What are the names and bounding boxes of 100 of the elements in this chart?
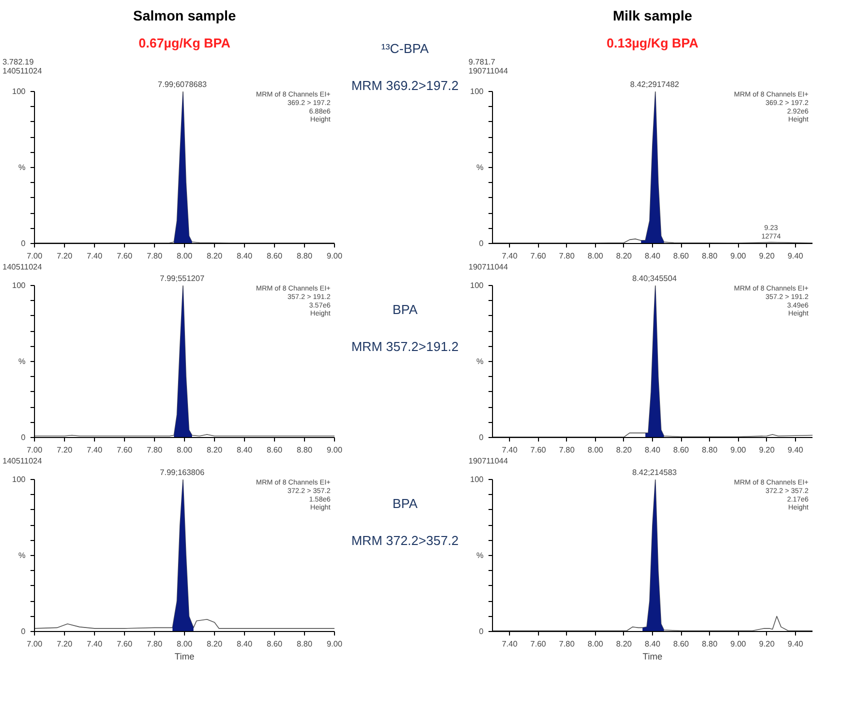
x-tick-label: 7.40 [86,252,103,260]
x-tick-label: 8.80 [296,252,313,260]
x-tick-label: 7.40 [86,640,103,648]
x-tick-label: 8.80 [702,252,718,260]
chart-title: Milk sample [612,8,692,24]
text: 190711044 [468,456,508,466]
y-tick-label: % [476,551,484,560]
x-tick-label: 7.80 [146,252,163,260]
x-tick-label: 8.60 [266,446,283,454]
x-tick-label: 9.40 [788,446,804,454]
x-tick-label: 8.60 [266,640,283,648]
text: MRM 369.2>197.2 [351,78,459,94]
annotation: 7.99;551207 [160,274,205,283]
x-tick-label: 7.20 [56,446,73,454]
text: 9.781.7 190711044 [468,58,508,76]
x-tick-label: 8.00 [588,252,604,260]
y-tick-label: 0 [479,627,484,636]
x-tick-label: 8.00 [588,640,604,648]
x-tick-label: 7.60 [530,252,547,260]
x-tick-label: 9.00 [326,446,343,454]
x-tick-label: 7.40 [502,252,518,260]
text: MRM 357.2>191.2 [351,339,459,354]
x-tick-label: 7.40 [502,640,518,648]
text: 140511024 [2,456,42,466]
x-tick-label: 8.20 [616,252,632,260]
line-series [492,286,812,438]
x-tick-label: 8.80 [296,446,313,454]
x-tick-label: 9.00 [326,640,343,648]
x-tick-label: 8.60 [673,640,690,648]
x-tick-label: 9.00 [326,252,343,260]
x-tick-label: 8.40 [644,252,661,260]
x-tick-label: 7.60 [116,446,133,454]
text: 190711044 [468,262,508,272]
x-tick-label: 7.00 [26,446,43,454]
x-tick-label: 7.80 [559,252,576,260]
y-tick-label: 100 [12,281,26,290]
x-tick-label: 7.80 [559,640,576,648]
annotation: 8.42;2917482 [630,80,680,89]
annotation: 8.40;345504 [632,274,678,283]
x-tick-label: 9.00 [730,252,747,260]
x-tick-label: 7.40 [502,446,518,454]
x-tick-label: 8.20 [206,252,223,260]
text: MRM 372.2>357.2 [351,533,459,548]
y-tick-label: % [18,357,26,366]
x-axis-title: Time [642,652,662,662]
y-tick-label: 0 [21,627,26,636]
x-tick-label: 9.40 [788,252,804,260]
x-tick-label: 8.00 [176,446,193,454]
x-tick-label: 8.80 [296,640,313,648]
x-tick-label: 8.40 [236,446,253,454]
y-tick-label: % [18,163,26,172]
y-tick-label: % [476,357,484,366]
x-tick-label: 7.80 [559,446,576,454]
x-axis-title: Time [174,652,194,662]
line-series [492,92,812,244]
x-tick-label: 8.60 [673,446,690,454]
x-tick-label: 9.00 [730,446,747,454]
y-tick-label: 100 [12,475,26,484]
x-tick-label: 8.40 [236,252,253,260]
y-tick-label: 100 [470,281,484,290]
annotation: 8.42;214583 [632,468,678,477]
x-tick-label: 9.20 [759,252,776,260]
x-tick-label: 8.80 [702,446,718,454]
x-tick-label: 7.20 [56,640,73,648]
x-tick-label: 8.60 [673,252,690,260]
x-tick-label: 8.20 [616,640,632,648]
x-tick-label: 7.60 [116,640,133,648]
x-tick-label: 8.40 [236,640,253,648]
x-tick-label: 8.80 [702,640,718,648]
text: 140511024 [2,262,42,272]
text: BPA [392,496,418,511]
text: 3.782.19 140511024 [2,58,42,76]
y-tick-label: 0 [479,433,484,442]
x-tick-label: 7.80 [146,446,163,454]
x-tick-label: 8.40 [644,640,661,648]
x-tick-label: 7.60 [116,252,133,260]
x-tick-label: 7.60 [530,446,547,454]
x-tick-label: 9.00 [730,640,747,648]
y-tick-label: 100 [470,475,484,484]
x-tick-label: 7.40 [86,446,103,454]
x-tick-label: 7.20 [56,252,73,260]
y-tick-label: 0 [21,239,26,248]
x-tick-label: 8.00 [588,446,604,454]
annotation: 7.99;163806 [160,468,205,477]
x-tick-label: 8.40 [644,446,661,454]
line-series [492,480,812,632]
y-tick-label: 0 [479,239,484,248]
x-tick-label: 9.40 [788,640,804,648]
x-tick-label: 7.00 [26,252,43,260]
x-tick-label: 8.20 [616,446,632,454]
x-tick-label: 8.60 [266,252,283,260]
text: BPA [392,302,418,317]
x-tick-label: 7.80 [146,640,163,648]
annotation: 7.99;6078683 [158,80,208,89]
x-tick-label: 7.00 [26,640,43,648]
line-series [34,480,334,629]
y-tick-label: 100 [470,87,484,96]
x-tick-label: 8.20 [206,446,223,454]
y-tick-label: % [18,551,26,560]
x-tick-label: 8.00 [176,252,193,260]
